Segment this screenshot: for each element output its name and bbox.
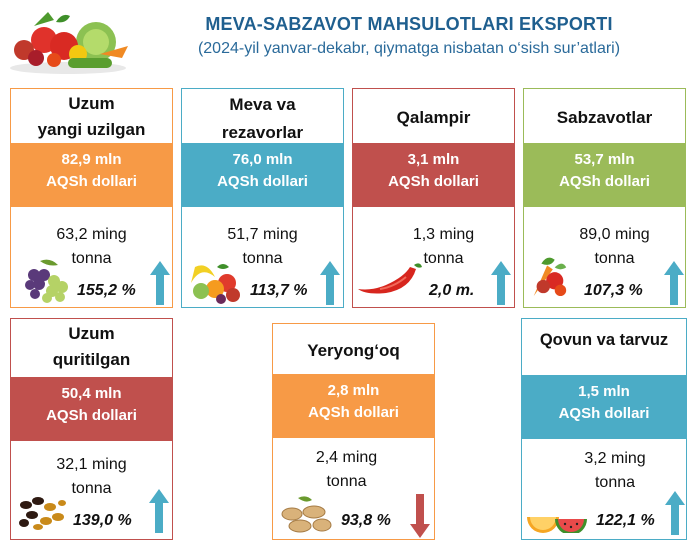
card-title: Qovun va tarvuz [522,327,686,353]
card-title-line2: yangi uzilgan [37,120,146,139]
card-title: Meva va rezavorlar [182,91,343,147]
volume-unit: tonna [326,473,367,490]
volume-unit: tonna [423,250,464,267]
value-band: 76,0 mln AQSh dollari [182,143,343,207]
melon-watermelon-icon [527,517,587,533]
growth-rate: 93,8 % [341,512,391,529]
volume-unit: tonna [242,250,283,267]
card-qovun-tarvuz: Qovun va tarvuz 1,5 mln AQSh dollari 3,2… [521,318,687,540]
raisins-icon [19,497,66,530]
volume-unit: tonna [71,480,112,497]
fruit-basket-icon [191,264,240,304]
value-amount: 1,5 mln [578,383,630,400]
value-band: 2,8 mln AQSh dollari [273,374,434,438]
card-title-line2: rezavorlar [221,123,304,142]
card-title-line1: Uzum [68,94,115,113]
arrow-up-icon [665,491,685,535]
card-uzum-yangi: Uzum yangi uzilgan 82,9 mln AQSh dollari… [10,88,173,308]
value-currency: AQSh dollari [46,407,137,424]
arrow-down-icon [410,494,430,538]
growth-rate: 107,3 % [584,282,643,299]
arrow-up-icon [149,489,169,533]
value-currency: AQSh dollari [46,173,137,190]
card-title: Uzum quritilgan [11,321,172,373]
value-currency: AQSh dollari [559,173,650,190]
value-band: 1,5 mln AQSh dollari [522,375,686,439]
page-title: MEVA-SABZAVOT MAHSULOTLARI EKSPORTI [205,14,613,34]
card-title: Uzum yangi uzilgan [11,91,172,143]
peanuts-icon [281,496,332,533]
value-amount: 82,9 mln [61,151,122,168]
volume: 3,2 ming tonna [544,447,686,495]
growth-rate: 139,0 % [73,512,132,529]
volume-unit: tonna [594,250,635,267]
card-title: Yeryong‘oq [273,338,434,364]
volume-amount: 63,2 ming [56,226,127,243]
value-amount: 2,8 mln [327,382,380,399]
card-title-line1: Qovun va tarvuz [539,331,669,349]
volume: 51,7 ming tonna [182,223,343,271]
volume-amount: 3,2 ming [584,450,646,467]
card-yeryongoq: Yeryong‘oq 2,8 mln AQSh dollari 2,4 ming… [272,323,435,540]
grapes-icon [25,259,68,303]
card-title-line1: Yeryong‘oq [307,341,400,360]
value-currency: AQSh dollari [558,405,650,422]
card-qalampir: Qalampir 3,1 mln AQSh dollari 1,3 ming t… [352,88,515,308]
value-band: 53,7 mln AQSh dollari [524,143,685,207]
volume-amount: 89,0 ming [579,226,650,243]
card-title: Qalampir [353,105,514,131]
value-band: 3,1 mln AQSh dollari [353,143,514,207]
volume: 32,1 ming tonna [11,453,172,501]
arrow-up-icon [320,261,340,305]
volume: 1,3 ming tonna [373,223,514,271]
arrow-up-icon [150,261,170,305]
card-title-line2: quritilgan [52,350,131,369]
value-band: 50,4 mln AQSh dollari [11,377,172,441]
card-title-line1: Uzum [68,324,115,343]
growth-rate: 155,2 % [77,282,136,299]
volume-amount: 1,3 ming [412,226,475,243]
growth-rate: 2,0 m. [429,282,475,299]
card-sabzavotlar: Sabzavotlar 53,7 mln AQSh dollari 89,0 m… [523,88,686,308]
volume-amount: 51,7 ming [227,226,298,243]
chili-pepper-icon [358,263,422,294]
volume: 2,4 ming tonna [273,446,420,494]
value-amount: 3,1 mln [407,151,460,168]
volume-amount: 32,1 ming [56,456,127,473]
card-title-line1: Sabzavotlar [556,108,653,127]
volume: 63,2 ming tonna [11,223,172,271]
page-subtitle: (2024-yil yanvar-dekabr, qiymatga nisbat… [197,40,621,57]
value-currency: AQSh dollari [217,173,308,190]
value-amount: 53,7 mln [574,151,635,168]
value-currency: AQSh dollari [388,173,479,190]
card-title: Sabzavotlar [524,105,685,131]
arrow-up-icon [491,261,511,305]
card-meva-rezavorlar: Meva va rezavorlar 76,0 mln AQSh dollari… [181,88,344,308]
arrow-up-icon [664,261,684,305]
volume: 89,0 ming tonna [544,223,685,271]
volume-amount: 2,4 ming [315,449,378,466]
volume-unit: tonna [71,250,112,267]
vegetables-icon [533,257,567,297]
card-title-line1: Qalampir [396,108,471,127]
value-amount: 76,0 mln [232,151,293,168]
value-currency: AQSh dollari [308,404,399,421]
value-band: 82,9 mln AQSh dollari [11,143,172,207]
card-uzum-quritilgan: Uzum quritilgan 50,4 mln AQSh dollari 32… [10,318,173,540]
growth-rate: 113,7 % [250,282,308,299]
growth-rate: 122,1 % [596,512,655,529]
volume-unit: tonna [594,474,636,491]
vegetables-logo-icon [10,12,128,74]
card-title-line1: Meva va [229,95,296,114]
value-amount: 50,4 mln [61,385,122,402]
